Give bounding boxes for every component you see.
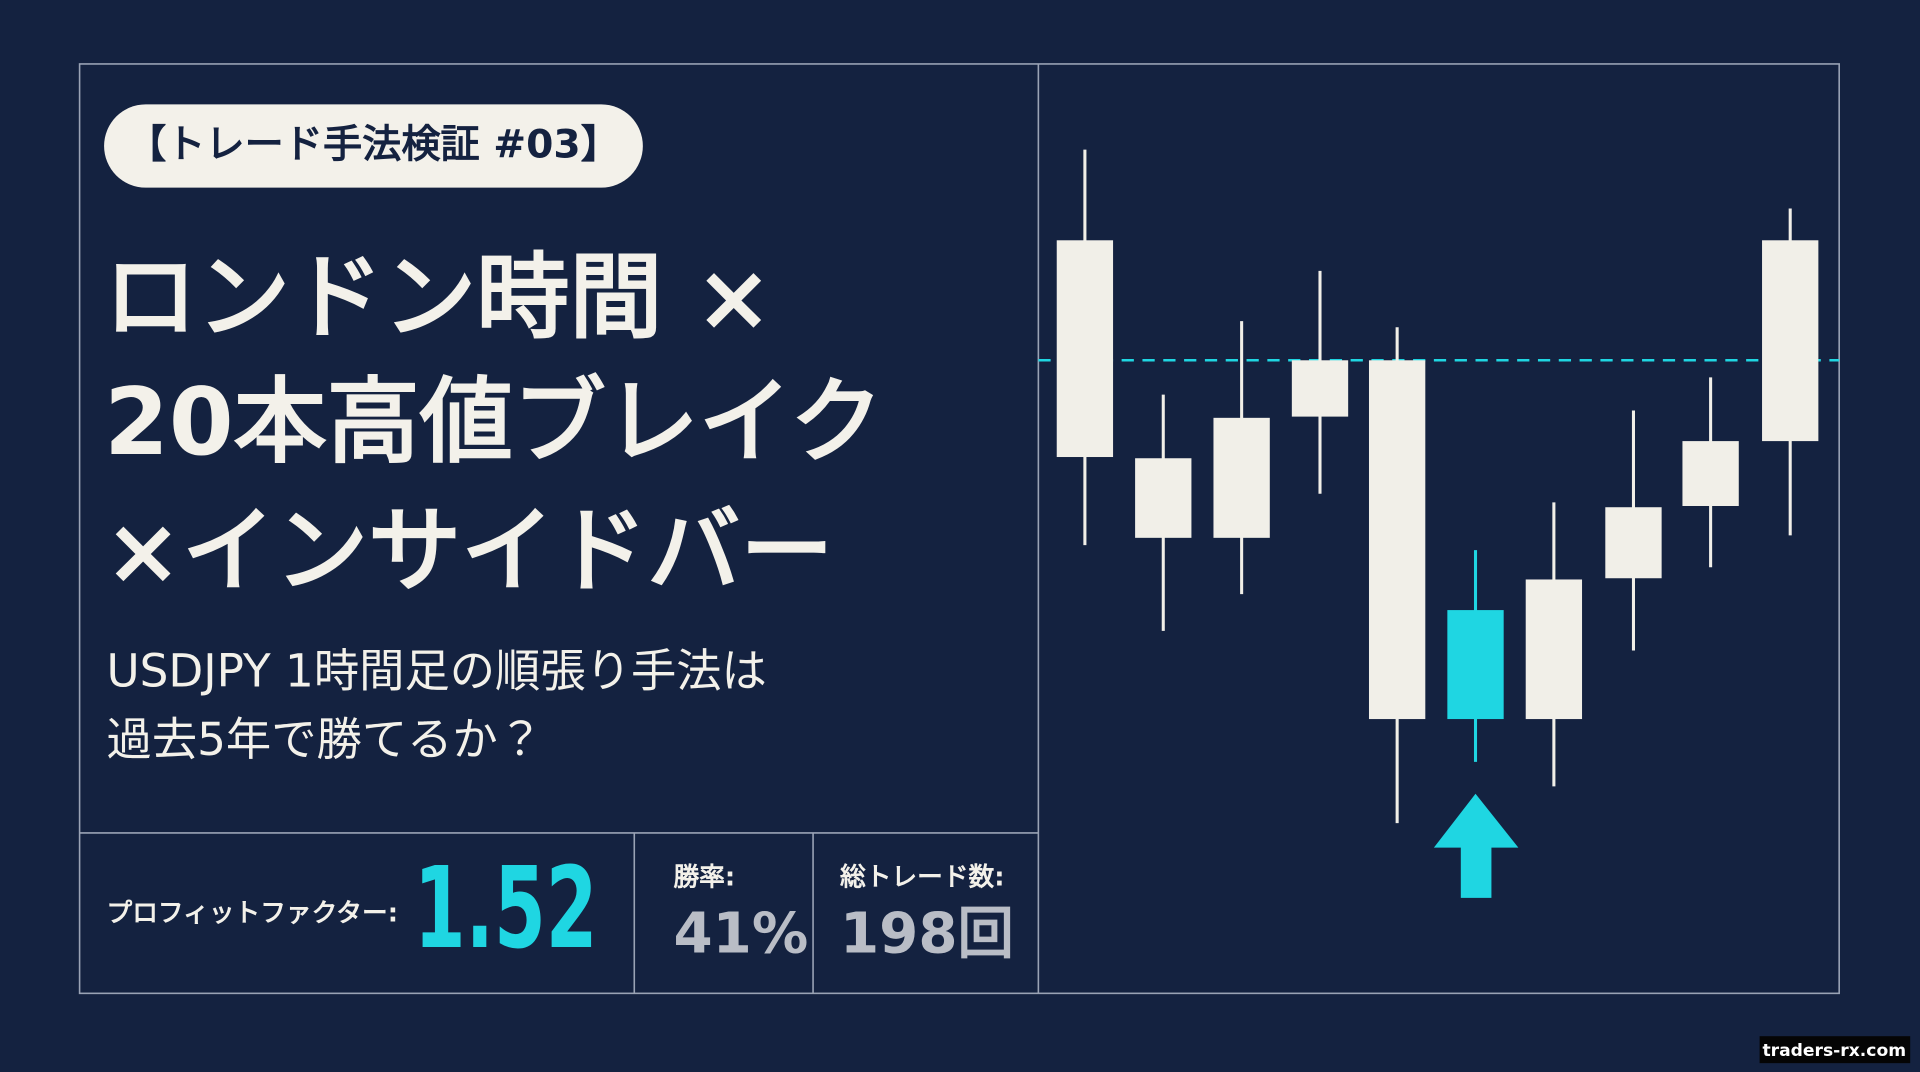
stat-value: 1.52 bbox=[414, 842, 598, 974]
candle bbox=[1525, 579, 1583, 720]
candle bbox=[1605, 507, 1662, 579]
candlestick-illustration bbox=[1038, 149, 1840, 898]
candle bbox=[1135, 458, 1192, 538]
watermark: traders-rx.com bbox=[1762, 1041, 1906, 1061]
watermark-bg bbox=[1759, 1036, 1911, 1064]
subtitle-line: USDJPY 1時間足の順張り手法は bbox=[107, 644, 767, 697]
stat-label: プロフィットファクター: bbox=[107, 898, 398, 928]
title-line: 20本高値ブレイク bbox=[104, 368, 883, 476]
badge: 【トレード手法検証 #03】 bbox=[127, 123, 620, 168]
outer-frame bbox=[78, 63, 1840, 995]
frames bbox=[78, 63, 1840, 995]
badge-bg bbox=[104, 104, 643, 188]
stat-label: 総トレード数: bbox=[840, 862, 1005, 893]
entry-arrow bbox=[1433, 793, 1519, 898]
candle bbox=[1368, 360, 1426, 720]
subtitle-line: 過去5年で勝てるか？ bbox=[107, 713, 544, 766]
title-line: ロンドン時間 × bbox=[104, 243, 773, 351]
candle bbox=[1682, 441, 1739, 506]
stat-value: 198回 bbox=[840, 902, 1014, 967]
inside-bar bbox=[1447, 610, 1504, 720]
title-line: ×インサイドバー bbox=[104, 497, 833, 605]
candle bbox=[1213, 417, 1270, 538]
candle bbox=[1056, 240, 1114, 458]
stat-label: 勝率: bbox=[673, 863, 735, 893]
stat-value: 41% bbox=[673, 902, 808, 967]
candle bbox=[1762, 240, 1819, 442]
candle bbox=[1291, 360, 1349, 417]
